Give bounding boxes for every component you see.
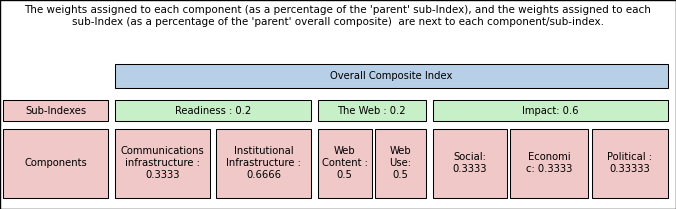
FancyBboxPatch shape [3, 100, 108, 121]
Text: Economi
c: 0.3333: Economi c: 0.3333 [526, 152, 573, 174]
Text: Impact: 0.6: Impact: 0.6 [522, 106, 579, 116]
FancyBboxPatch shape [115, 64, 668, 88]
FancyBboxPatch shape [115, 129, 210, 198]
FancyBboxPatch shape [433, 100, 668, 121]
Text: Readiness : 0.2: Readiness : 0.2 [175, 106, 251, 116]
Text: Web
Use:
0.5: Web Use: 0.5 [389, 147, 412, 180]
Text: The Web : 0.2: The Web : 0.2 [337, 106, 406, 116]
Text: Communications
infrastructure :
0.3333: Communications infrastructure : 0.3333 [120, 147, 204, 180]
Text: Institutional
Infrastructure :
0.6666: Institutional Infrastructure : 0.6666 [226, 147, 301, 180]
Text: Sub-Indexes: Sub-Indexes [25, 106, 87, 116]
FancyBboxPatch shape [318, 129, 372, 198]
Text: Political :
0.33333: Political : 0.33333 [607, 152, 652, 174]
Text: Web
Content :
0.5: Web Content : 0.5 [322, 147, 368, 180]
Text: The weights assigned to each component (as a percentage of the 'parent' sub-Inde: The weights assigned to each component (… [24, 5, 652, 27]
FancyBboxPatch shape [3, 129, 108, 198]
FancyBboxPatch shape [115, 100, 311, 121]
Text: Social:
0.3333: Social: 0.3333 [452, 152, 487, 174]
FancyBboxPatch shape [318, 100, 426, 121]
FancyBboxPatch shape [592, 129, 668, 198]
Text: Components: Components [24, 158, 87, 168]
Text: Overall Composite Index: Overall Composite Index [330, 71, 453, 81]
FancyBboxPatch shape [216, 129, 311, 198]
FancyBboxPatch shape [375, 129, 426, 198]
FancyBboxPatch shape [510, 129, 588, 198]
FancyBboxPatch shape [433, 129, 507, 198]
